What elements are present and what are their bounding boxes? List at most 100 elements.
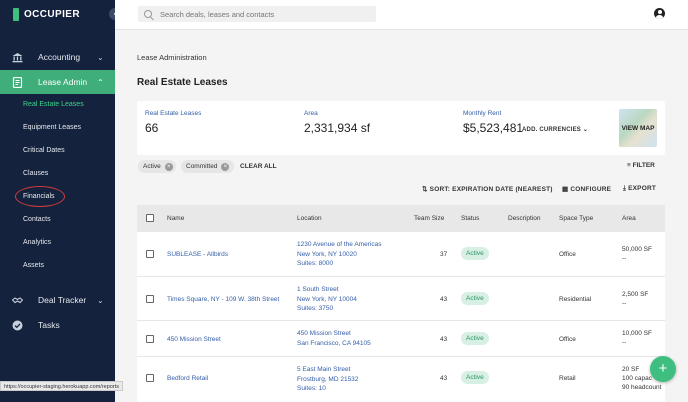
column-header-name[interactable]: Name <box>167 215 185 222</box>
table-row[interactable]: Bedford Retail 5 East Main Street Frostb… <box>137 357 665 402</box>
row-checkbox[interactable] <box>146 295 154 303</box>
breadcrumb[interactable]: Lease Administration <box>137 53 207 62</box>
currencies-label: ADD. CURRENCIES <box>522 127 582 133</box>
sidebar: OCCUPIER Accounting ⌄ Lease Admin ⌃ Real… <box>0 0 115 402</box>
chevron-left-icon: ‹ <box>114 9 117 18</box>
summary-rent: Monthly Rent $5,523,481 <box>463 110 523 135</box>
status-badge: Active <box>461 247 489 260</box>
status-badge: Active <box>461 371 489 384</box>
filter-chip-committed[interactable]: Committed × <box>181 160 234 173</box>
highlight-circle <box>15 186 65 207</box>
sidebar-subitem-assets[interactable]: Assets <box>23 262 45 269</box>
column-header-location[interactable]: Location <box>297 215 322 222</box>
lease-name-link[interactable]: 450 Mission Street <box>167 336 221 343</box>
summary-value: 66 <box>145 121 159 135</box>
space-type: Office <box>559 336 576 343</box>
location-address[interactable]: 1 South Street New York, NY 10004 Suites… <box>297 285 357 314</box>
column-header-description[interactable]: Description <box>508 215 541 222</box>
select-all-checkbox[interactable] <box>146 214 154 222</box>
sidebar-item-label: Lease Admin <box>38 77 88 87</box>
space-type: Residential <box>559 296 592 303</box>
lease-name-link[interactable]: Times Square, NY - 109 W. 38th Street <box>167 296 280 303</box>
lease-name-link[interactable]: SUBLEASE - Allbirds <box>167 251 229 258</box>
row-checkbox[interactable] <box>146 250 154 258</box>
sidebar-subitem-equipment-leases[interactable]: Equipment Leases <box>23 124 81 131</box>
status-badge: Active <box>461 332 489 345</box>
address-line: New York, NY 10020 <box>297 250 357 258</box>
column-header-status[interactable]: Status <box>461 215 480 222</box>
chevron-down-icon: ⌄ <box>582 127 589 133</box>
sidebar-subitem-clauses[interactable]: Clauses <box>23 170 49 177</box>
clear-all-button[interactable]: CLEAR ALL <box>240 163 277 170</box>
sidebar-item-lease-admin[interactable]: Lease Admin ⌃ <box>0 70 115 94</box>
summary-leases: Real Estate Leases 66 <box>145 110 201 135</box>
area-line: 20 SF <box>622 366 640 373</box>
team-size: 43 <box>440 296 448 303</box>
address-line: New York, NY 10004 <box>297 295 357 303</box>
top-bar <box>115 0 688 30</box>
area-line: 50,000 SF <box>622 246 652 253</box>
sidebar-item-accounting[interactable]: Accounting ⌄ <box>0 45 115 69</box>
address-line: 1230 Avenue of the Americas <box>297 241 382 248</box>
row-checkbox[interactable] <box>146 374 154 382</box>
sidebar-item-label: Deal Tracker <box>38 295 87 305</box>
sidebar-item-tasks[interactable]: Tasks <box>0 313 115 337</box>
view-map-button[interactable]: VIEW MAP <box>619 109 657 147</box>
area-line: 2,500 SF <box>622 291 649 298</box>
filter-button[interactable]: ≡ FILTER <box>627 162 655 169</box>
sort-label: SORT: EXPIRATION DATE (NEAREST) <box>429 186 553 193</box>
space-type: Retail <box>559 375 576 382</box>
handshake-icon <box>11 295 24 306</box>
export-button[interactable]: ⤓ EXPORT <box>623 185 656 193</box>
address-suites: Suites: 8000 <box>297 260 334 267</box>
address-suites: Suites: 10 <box>297 385 326 392</box>
close-icon[interactable]: × <box>164 162 173 171</box>
area-line: -- <box>622 339 627 346</box>
summary-value: $5,523,481 <box>463 121 524 135</box>
table-header: Name Location Team Size Status Descripti… <box>137 205 665 232</box>
check-circle-icon <box>12 320 23 331</box>
filter-chip-active[interactable]: Active × <box>138 160 176 173</box>
summary-label: Monthly Rent <box>463 110 502 117</box>
area-line: -- <box>622 255 627 262</box>
column-header-space-type[interactable]: Space Type <box>559 215 594 222</box>
sidebar-item-deal-tracker[interactable]: Deal Tracker ⌄ <box>0 288 115 312</box>
search-icon <box>144 10 152 18</box>
sidebar-subitem-analytics[interactable]: Analytics <box>23 239 52 246</box>
location-address[interactable]: 450 Mission Street San Francisco, CA 941… <box>297 329 371 348</box>
configure-label: CONFIGURE <box>570 186 612 193</box>
sidebar-subitem-critical-dates[interactable]: Critical Dates <box>23 147 65 154</box>
column-header-team-size[interactable]: Team Size <box>414 215 445 222</box>
location-address[interactable]: 1230 Avenue of the Americas New York, NY… <box>297 240 381 269</box>
chip-label: Active <box>143 163 161 170</box>
close-icon[interactable]: × <box>221 162 230 171</box>
table-row[interactable]: SUBLEASE - Allbirds 1230 Avenue of the A… <box>137 232 665 277</box>
table-row[interactable]: Times Square, NY - 109 W. 38th Street 1 … <box>137 277 665 321</box>
user-account-icon[interactable] <box>654 8 665 19</box>
document-icon <box>12 76 23 88</box>
row-checkbox[interactable] <box>146 335 154 343</box>
logo-mark-icon <box>13 8 19 21</box>
sidebar-subitem-real-estate-leases[interactable]: Real Estate Leases <box>23 101 84 108</box>
sort-button[interactable]: ⇅ SORT: EXPIRATION DATE (NEAREST) <box>422 185 553 193</box>
address-line: San Francisco, CA 94105 <box>297 339 371 347</box>
address-line: 5 East Main Street <box>297 366 351 373</box>
add-currencies-dropdown[interactable]: ADD. CURRENCIES ⌄ <box>522 126 588 133</box>
area-value: 20 SF 100 capac 90 headcount <box>622 365 661 392</box>
address-line: 450 Mission Street <box>297 330 351 337</box>
add-button[interactable]: + <box>650 356 676 382</box>
search-box[interactable] <box>138 6 376 22</box>
location-address[interactable]: 5 East Main Street Frostburg, MD 21532 S… <box>297 365 358 394</box>
column-header-area[interactable]: Area <box>622 215 636 222</box>
area-value: 50,000 SF -- <box>622 245 652 263</box>
download-icon: ⤓ <box>623 185 627 192</box>
configure-button[interactable]: ▦ CONFIGURE <box>562 185 611 193</box>
area-value: 10,000 SF -- <box>622 329 652 347</box>
table-row[interactable]: 450 Mission Street 450 Mission Street Sa… <box>137 321 665 357</box>
sidebar-subitem-contacts[interactable]: Contacts <box>23 216 51 223</box>
area-line: -- <box>622 300 627 307</box>
chevron-down-icon: ⌄ <box>97 295 104 305</box>
logo[interactable]: OCCUPIER <box>13 8 80 21</box>
lease-name-link[interactable]: Bedford Retail <box>167 375 209 382</box>
search-input[interactable] <box>160 9 360 19</box>
